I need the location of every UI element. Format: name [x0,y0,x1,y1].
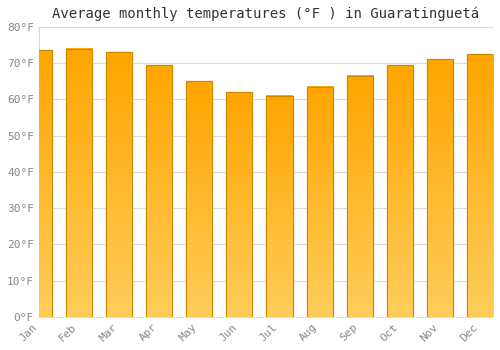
Title: Average monthly temperatures (°F ) in Guaratinguetá: Average monthly temperatures (°F ) in Gu… [52,7,480,21]
Bar [106,52,132,317]
Bar [427,60,453,317]
Bar [467,54,493,317]
Bar [266,96,292,317]
Bar [66,49,92,317]
Bar [306,86,332,317]
Bar [146,65,172,317]
Bar [226,92,252,317]
Bar [467,54,493,317]
Bar [387,65,413,317]
Bar [387,65,413,317]
Bar [186,81,212,317]
Bar [346,76,372,317]
Bar [186,81,212,317]
Bar [106,52,132,317]
Bar [226,92,252,317]
Bar [26,50,52,317]
Bar [146,65,172,317]
Bar [346,76,372,317]
Bar [66,49,92,317]
Bar [266,96,292,317]
Bar [306,86,332,317]
Bar [427,60,453,317]
Bar [26,50,52,317]
